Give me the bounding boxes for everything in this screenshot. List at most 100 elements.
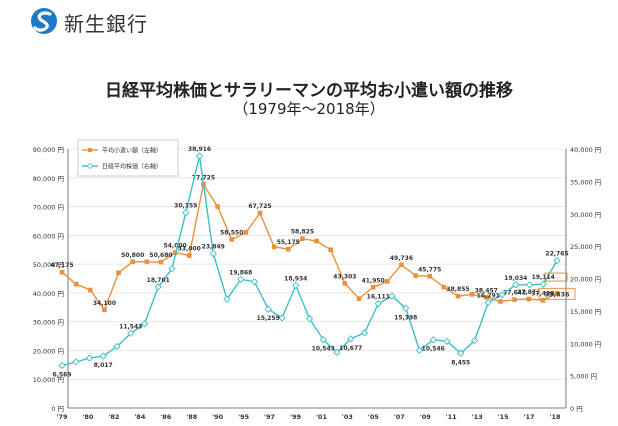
allowance-marker xyxy=(526,296,532,302)
left-tick-label: 90,000 円 xyxy=(33,146,64,154)
allowance-marker xyxy=(116,270,121,276)
data-label: 37,428 xyxy=(531,290,554,297)
highlight-box xyxy=(538,287,576,300)
nikkei-marker xyxy=(154,283,162,291)
bank-name: 新生銀行 xyxy=(64,12,148,36)
x-tick-label: '07 xyxy=(394,413,405,421)
allowance-marker xyxy=(229,237,235,242)
data-label: 16,291 xyxy=(477,293,500,300)
right-tick-label: 25,000 円 xyxy=(570,243,601,251)
data-label: 18,701 xyxy=(147,277,170,284)
nikkei-marker xyxy=(388,292,396,300)
allowance-marker xyxy=(130,259,136,265)
data-label: 50,680 xyxy=(149,252,172,259)
allowance-marker xyxy=(342,281,348,286)
legend-label: 平均小遣い額（左軸） xyxy=(102,147,162,155)
x-tick-label: '86 xyxy=(160,413,172,421)
nikkei-marker xyxy=(484,298,492,307)
data-label: 43,303 xyxy=(333,273,356,280)
nikkei-marker xyxy=(374,300,382,308)
data-label: 19,114 xyxy=(532,274,555,281)
allowance-marker xyxy=(554,291,560,296)
data-label: 37,642 xyxy=(503,290,526,297)
nikkei-marker xyxy=(195,152,204,160)
nikkei-marker xyxy=(319,336,327,344)
left-tick-label: 80,000 円 xyxy=(33,175,64,183)
data-label: 10,543 xyxy=(312,346,335,353)
allowance-marker xyxy=(285,246,291,252)
nikkei-marker xyxy=(58,361,66,370)
highlight-label: 39,836 xyxy=(544,290,570,298)
chart-title: 日経平均株価とサラリーマンの平均お小遣い額の推移 xyxy=(105,81,513,101)
x-tick-label: '05 xyxy=(368,413,380,421)
allowance-marker xyxy=(158,259,164,265)
right-tick-label: 40,000 円 xyxy=(570,146,601,154)
series-line-nikkei xyxy=(61,155,558,367)
nikkei-marker xyxy=(250,278,259,286)
data-label: 10,546 xyxy=(422,346,445,353)
left-tick-label: 0 円 xyxy=(51,405,64,413)
data-label: 58,550 xyxy=(220,230,243,237)
nikkei-marker xyxy=(223,295,231,303)
data-label: 38,916 xyxy=(188,146,211,153)
left-tick-label: 50,000 円 xyxy=(33,261,64,269)
right-tick-label: 5,000 円 xyxy=(570,373,597,381)
data-label: 37,873 xyxy=(517,289,540,296)
nikkei-marker xyxy=(402,304,410,312)
allowance-marker xyxy=(300,236,305,242)
x-tick-label: '84 xyxy=(134,413,146,421)
allowance-marker xyxy=(243,230,249,235)
right-tick-label: 15,000 円 xyxy=(570,308,601,316)
x-tick-label: '99 xyxy=(290,413,302,421)
data-label: 11,543 xyxy=(119,323,142,330)
left-tick-label: 70,000 円 xyxy=(33,204,64,212)
allowance-marker xyxy=(144,259,150,265)
x-tick-label: '88 xyxy=(186,413,198,421)
x-tick-label: '01 xyxy=(316,413,328,421)
allowance-marker xyxy=(469,292,475,297)
right-tick-label: 30,000 円 xyxy=(570,211,601,219)
right-tick-label: 20,000 円 xyxy=(570,276,601,284)
x-tick-label: '82 xyxy=(108,413,119,421)
nikkei-marker xyxy=(347,335,355,343)
data-label: 22,765 xyxy=(545,251,568,258)
right-tick-label: 10,000 円 xyxy=(570,340,601,348)
nikkei-marker xyxy=(237,275,245,283)
nikkei-marker xyxy=(539,280,547,288)
left-tick-label: 40,000 円 xyxy=(33,290,64,298)
nikkei-marker xyxy=(182,209,190,217)
data-label: 38,855 xyxy=(446,286,469,293)
nikkei-marker xyxy=(292,281,300,290)
nikkei-marker xyxy=(498,291,506,299)
nikkei-marker xyxy=(360,329,369,337)
data-label: 18,934 xyxy=(284,275,307,282)
nikkei-marker xyxy=(99,352,107,360)
nikkei-marker xyxy=(443,337,451,345)
chart-subtitle: （1979年～2018年） xyxy=(233,100,385,118)
data-label: 55,175 xyxy=(277,239,300,246)
allowance-marker xyxy=(483,295,489,300)
nikkei-marker xyxy=(85,354,94,362)
allowance-marker xyxy=(512,297,517,302)
allowance-marker xyxy=(186,253,192,258)
left-tick-label: 60,000 円 xyxy=(33,232,64,240)
allowance-marker xyxy=(370,284,376,290)
nikkei-marker xyxy=(553,256,561,265)
left-tick-label: 20,000 円 xyxy=(33,347,64,355)
nikkei-marker xyxy=(168,265,176,273)
nikkei-marker xyxy=(113,342,121,351)
nikkei-marker xyxy=(429,336,437,344)
data-label: 30,159 xyxy=(174,203,197,210)
legend-box xyxy=(77,139,179,177)
x-tick-label: '09 xyxy=(420,413,432,421)
legend-label: 日経平均株価（右軸） xyxy=(102,163,162,171)
allowance-marker xyxy=(455,293,461,299)
x-tick-label: '03 xyxy=(342,413,353,421)
allowance-marker xyxy=(328,247,334,253)
allowance-marker xyxy=(59,269,65,275)
allowance-marker xyxy=(399,262,404,268)
data-label: 10,677 xyxy=(339,345,362,352)
nikkei-marker xyxy=(209,249,217,258)
x-tick-label: '97 xyxy=(264,413,275,421)
